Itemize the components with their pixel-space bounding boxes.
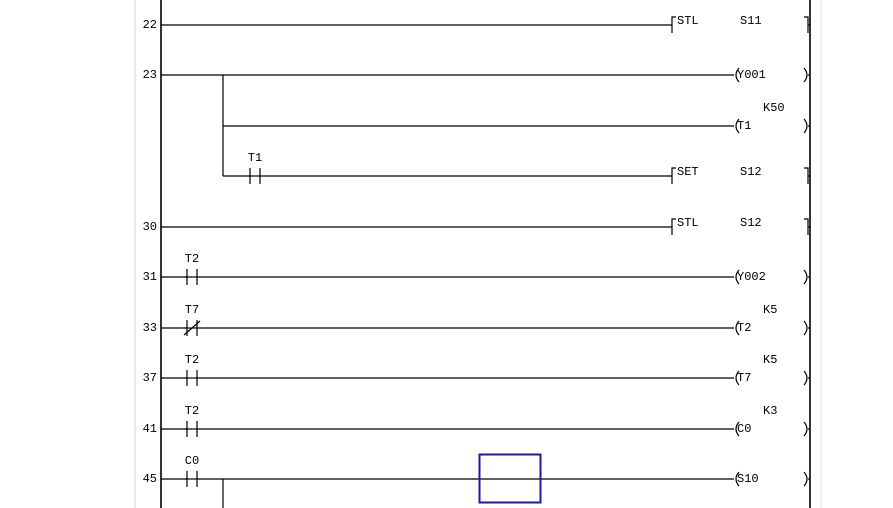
instruction-close-bracket xyxy=(804,218,809,235)
coil-constant: K5 xyxy=(763,353,777,367)
contact-label-t2: T2 xyxy=(185,404,199,418)
instruction-arg: S11 xyxy=(740,14,762,28)
coil-open-paren xyxy=(735,370,740,386)
coil-operand: C0 xyxy=(737,422,751,436)
contact-label-c0: C0 xyxy=(185,454,199,468)
coil-operand: Y001 xyxy=(737,68,766,82)
coil-operand: T1 xyxy=(737,119,751,133)
coil-open-paren xyxy=(735,421,740,437)
instruction-close-bracket xyxy=(804,167,809,184)
step-number: 31 xyxy=(143,270,157,284)
step-number: 45 xyxy=(143,472,157,486)
step-number: 37 xyxy=(143,371,157,385)
contact-label-t2: T2 xyxy=(185,252,199,266)
contact-label-t1: T1 xyxy=(248,151,262,165)
instruction-open-bracket xyxy=(671,16,676,33)
coil-open-paren xyxy=(735,118,740,134)
instruction-arg: S12 xyxy=(740,165,762,179)
coil-close-paren xyxy=(803,118,808,134)
coil-operand: Y002 xyxy=(737,270,766,284)
instruction-op: STL xyxy=(677,14,699,28)
contact-label-t2: T2 xyxy=(185,353,199,367)
coil-close-paren xyxy=(803,370,808,386)
coil-close-paren xyxy=(803,269,808,285)
instruction-arg: S12 xyxy=(740,216,762,230)
step-number: 33 xyxy=(143,321,157,335)
step-number: 30 xyxy=(143,220,157,234)
coil-close-paren xyxy=(803,421,808,437)
instruction-open-bracket xyxy=(671,167,676,184)
instruction-op: STL xyxy=(677,216,699,230)
coil-operand: T2 xyxy=(737,321,751,335)
nc-contact-slash xyxy=(183,320,201,336)
coil-close-paren xyxy=(803,471,808,487)
edit-cursor[interactable] xyxy=(478,453,542,504)
instruction-op: SET xyxy=(677,165,699,179)
coil-open-paren xyxy=(735,320,740,336)
coil-constant: K5 xyxy=(763,303,777,317)
contact-label-t7: T7 xyxy=(185,303,199,317)
coil-open-paren xyxy=(735,471,740,487)
step-number: 22 xyxy=(143,18,157,32)
coil-close-paren xyxy=(803,67,808,83)
instruction-close-bracket xyxy=(804,16,809,33)
step-number: 41 xyxy=(143,422,157,436)
coil-constant: K3 xyxy=(763,404,777,418)
coil-constant: K50 xyxy=(763,101,785,115)
coil-open-paren xyxy=(735,67,740,83)
coil-operand: S10 xyxy=(737,472,759,486)
coil-operand: T7 xyxy=(737,371,751,385)
step-number: 23 xyxy=(143,68,157,82)
coil-open-paren xyxy=(735,269,740,285)
coil-close-paren xyxy=(803,320,808,336)
instruction-open-bracket xyxy=(671,218,676,235)
